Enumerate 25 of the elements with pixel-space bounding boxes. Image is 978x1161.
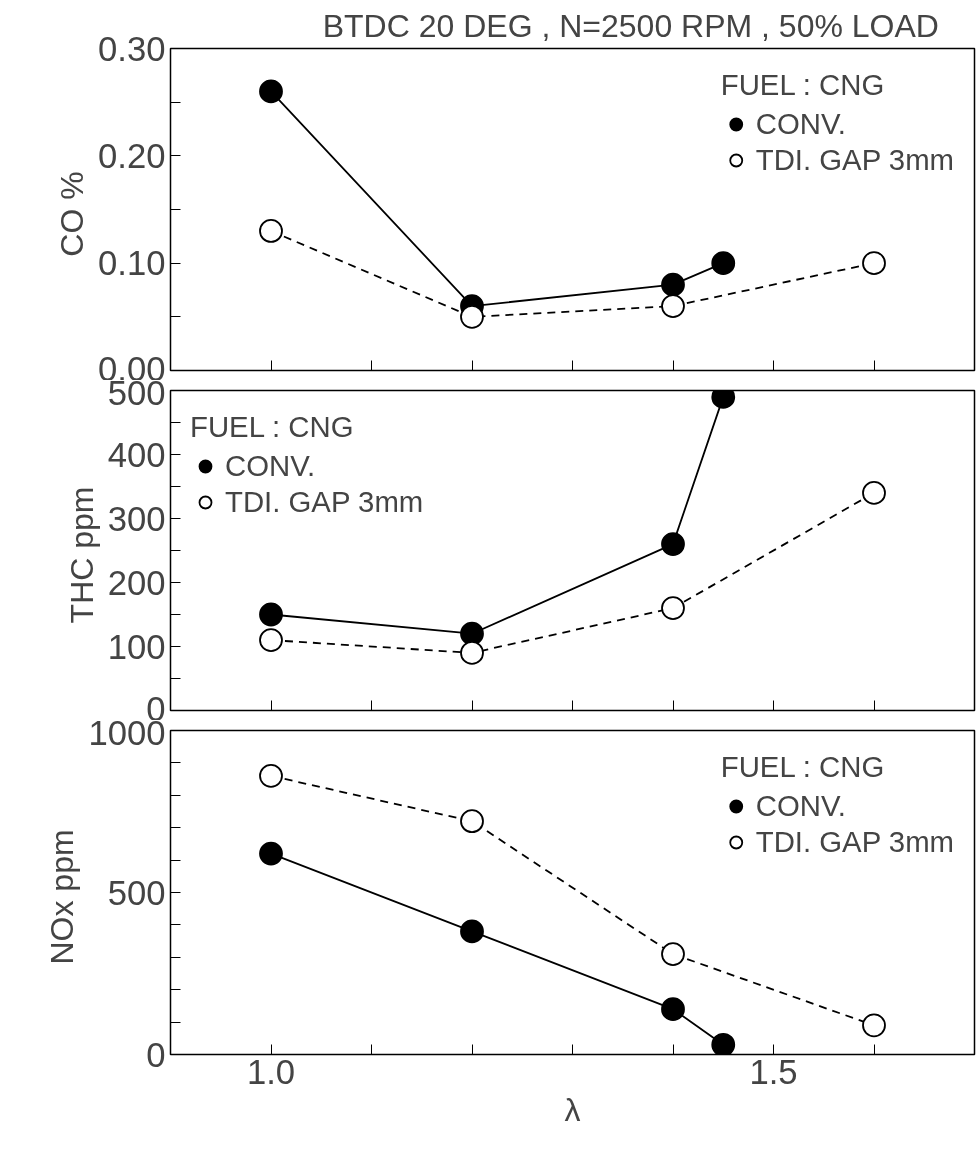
y-tick-label: 0.20: [98, 136, 166, 175]
legend-title: FUEL : CNG: [720, 68, 886, 102]
y-axis-title: NOx ppm: [44, 829, 81, 965]
legend-label: CONV.: [225, 449, 316, 483]
y-axis-title: THC ppm: [63, 486, 100, 624]
x-axis-title: λ: [564, 1091, 581, 1128]
y-tick-label: 200: [107, 563, 166, 602]
legend-title: FUEL : CNG: [720, 750, 886, 784]
y-tick-label: 400: [107, 435, 166, 474]
y-tick-label: 0: [146, 1035, 166, 1074]
y-axis-title: CO %: [54, 171, 91, 257]
legend-label: CONV.: [755, 107, 846, 141]
y-tick-label: 0.10: [98, 244, 166, 283]
y-tick-label: 100: [107, 627, 166, 666]
legend-label: CONV.: [755, 789, 846, 823]
y-tick-label: 300: [107, 499, 166, 538]
legend-title: FUEL : CNG: [190, 410, 355, 444]
y-tick-label: 0.30: [98, 29, 166, 68]
legend-label: TDI. GAP 3mm: [225, 485, 424, 519]
x-tick-label: 1.0: [246, 1052, 296, 1091]
legend-label: TDI. GAP 3mm: [755, 143, 954, 177]
x-tick-label: 1.5: [749, 1052, 798, 1091]
chart-title: BTDC 20 DEG , N=2500 RPM , 50% LOAD: [322, 7, 939, 44]
y-tick-label: 500: [107, 873, 166, 912]
legend-label: TDI. GAP 3mm: [755, 825, 954, 859]
